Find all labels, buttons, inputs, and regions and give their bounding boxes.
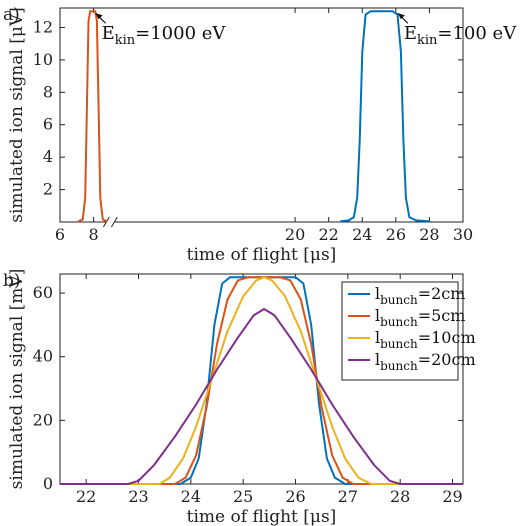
y-tick-label: 4 bbox=[43, 147, 53, 166]
x-tick-label: 28 bbox=[390, 487, 410, 506]
y-tick-label: 12 bbox=[33, 17, 53, 36]
panel-b: 22 23 24 25 26 27 28 29 0 20 40 60 time of flight [μ… bbox=[3, 269, 476, 526]
x-tick-label: 22 bbox=[318, 225, 338, 244]
x-axis-label: time of flight [μs] bbox=[187, 245, 337, 265]
x-tick-label: 27 bbox=[338, 487, 358, 506]
annotation-arrowhead bbox=[397, 13, 405, 20]
legend-entry-3: lbunch=10cm bbox=[375, 328, 476, 351]
x-tick-label: 30 bbox=[453, 225, 473, 244]
y-tick-label: 0 bbox=[43, 474, 53, 493]
x-tick-label: 24 bbox=[181, 487, 201, 506]
legend-box bbox=[341, 281, 459, 381]
legend-entry-2: lbunch=5cm bbox=[375, 306, 465, 329]
y-tick-label: 10 bbox=[33, 50, 53, 69]
x-tick-label: 8 bbox=[88, 225, 98, 244]
x-axis-label: time of flight [μs] bbox=[187, 507, 337, 526]
legend: lbunch=2cmlbunch=5cmlbunch=10cmlbunch=20… bbox=[341, 281, 476, 381]
y-axis-label: simulated ion signal [μV] bbox=[7, 7, 27, 223]
x-tick-label: 22 bbox=[76, 487, 96, 506]
axis-break-mark bbox=[110, 216, 118, 228]
x-tick-label: 29 bbox=[442, 487, 462, 506]
y-tick-label: 8 bbox=[43, 82, 53, 101]
x-tick-label: 28 bbox=[419, 225, 439, 244]
y-tick-label: 60 bbox=[33, 283, 53, 302]
series-line-4 bbox=[60, 308, 463, 485]
annotation-label-1: Ekin=1000 eV bbox=[102, 23, 227, 48]
x-tick-label: 6 bbox=[55, 225, 65, 244]
annotation-label-2: Ekin=100 eV bbox=[404, 23, 517, 48]
y-axis-label: simulated ion signal [mV] bbox=[7, 269, 27, 490]
y-tick-label: 6 bbox=[43, 115, 53, 134]
series-line-3 bbox=[60, 276, 463, 485]
plot-frame bbox=[59, 7, 464, 223]
panel-label: a) bbox=[3, 5, 20, 25]
legend-entry-4: lbunch=20cm bbox=[375, 350, 476, 373]
y-tick-label: 20 bbox=[33, 410, 53, 429]
plot-frame bbox=[59, 273, 464, 485]
x-tick-label: 20 bbox=[285, 225, 305, 244]
series-line-2 bbox=[340, 10, 430, 223]
series-line-1 bbox=[78, 10, 108, 223]
y-tick-label: 2 bbox=[43, 180, 53, 199]
x-tick-label: 25 bbox=[233, 487, 253, 506]
annotation-arrowhead bbox=[95, 13, 103, 20]
axis-break-gap bbox=[106, 216, 115, 228]
x-tick-label: 26 bbox=[285, 487, 305, 506]
panel-label: b) bbox=[3, 271, 21, 291]
x-tick-label: 24 bbox=[352, 225, 372, 244]
y-tick-label: 40 bbox=[33, 347, 53, 366]
legend-entry-1: lbunch=2cm bbox=[375, 284, 465, 307]
x-tick-label: 23 bbox=[128, 487, 148, 506]
x-tick-label: 26 bbox=[386, 225, 406, 244]
